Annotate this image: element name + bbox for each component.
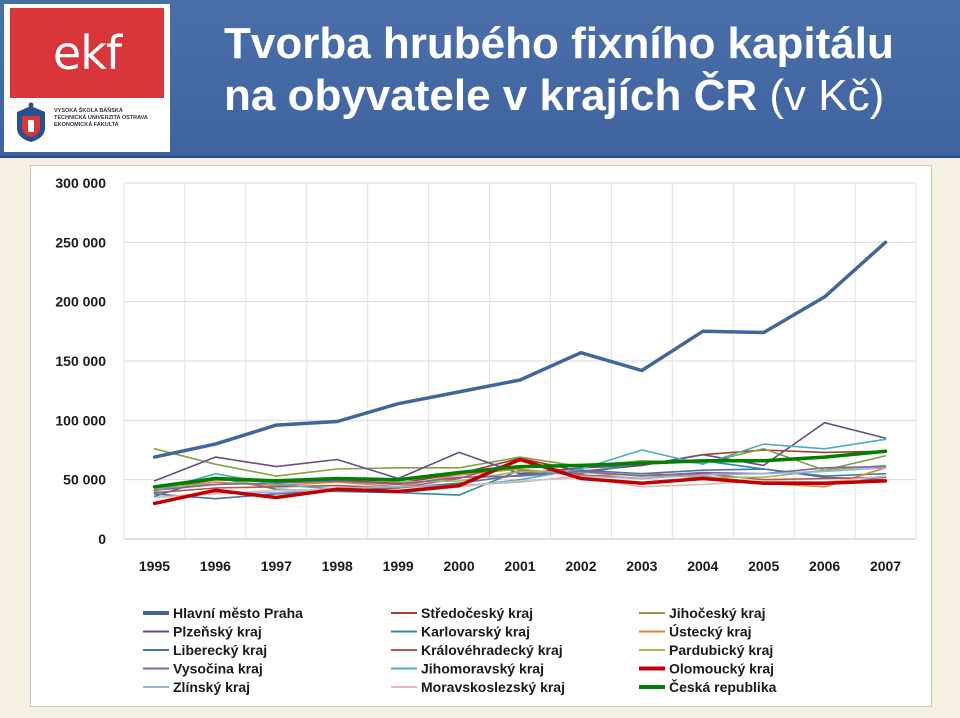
x-tick-label: 2005 bbox=[748, 558, 779, 574]
legend-label: Pardubický kraj bbox=[669, 642, 773, 658]
legend-label: Jihočeský kraj bbox=[669, 605, 766, 621]
legend-item: Ústecký kraj bbox=[639, 623, 752, 640]
legend-label: Česká republika bbox=[669, 678, 777, 695]
slide-header: ekf VYSOKÁ ŠKOLA BÁŇSKÁ TECHNICKÁ UNIVER… bbox=[0, 0, 960, 158]
y-tick-label: 100 000 bbox=[55, 412, 106, 428]
x-tick-label: 2000 bbox=[443, 558, 474, 574]
title-unit: (v Kč) bbox=[757, 71, 885, 120]
legend-label: Liberecký kraj bbox=[173, 642, 267, 658]
x-tick-label: 2001 bbox=[504, 558, 535, 574]
legend-item: Pardubický kraj bbox=[639, 642, 773, 658]
legend-label: Plzeňský kraj bbox=[173, 624, 262, 640]
legend-label: Jihomoravský kraj bbox=[421, 661, 544, 677]
legend-item: Hlavní město Praha bbox=[143, 605, 303, 621]
legend-label: Moravskoslezský kraj bbox=[421, 679, 565, 695]
legend-item: Středočeský kraj bbox=[391, 605, 533, 621]
title-line-2: na obyvatele v krajích ČR (v Kč) bbox=[224, 70, 944, 122]
logo-text-line: TECHNICKÁ UNIVERZITA OSTRAVA bbox=[54, 115, 148, 121]
slide-title: Tvorba hrubého fixního kapitálu na obyva… bbox=[224, 18, 944, 122]
logo-text-line: EKONOMICKÁ FAKULTA bbox=[54, 122, 119, 128]
legend-label: Vysočina kraj bbox=[173, 661, 263, 677]
chart-series bbox=[152, 240, 888, 506]
logo-mark-text: ekf bbox=[52, 26, 122, 80]
series-line bbox=[152, 449, 888, 489]
y-axis: 0 50 000 100 000 150 000 200 000 250 000 300 0… bbox=[55, 175, 106, 547]
legend-label: Královéhradecký kraj bbox=[421, 642, 563, 658]
logo-text-line: VYSOKÁ ŠKOLA BÁŇSKÁ bbox=[54, 108, 123, 114]
x-axis: 1995 1996 1997 1998 1999 2000 2001 2002 2003 2004… bbox=[139, 558, 901, 574]
x-tick-label: 1999 bbox=[383, 558, 414, 574]
legend-item: Plzeňský kraj bbox=[143, 624, 262, 640]
y-tick-label: 150 000 bbox=[55, 353, 106, 369]
legend-item: Olomoucký kraj bbox=[639, 661, 774, 677]
series-line bbox=[153, 466, 887, 499]
x-tick-label: 2007 bbox=[870, 558, 901, 574]
legend-item: Česká republika bbox=[639, 678, 777, 695]
logo-mark: ekf bbox=[10, 8, 164, 98]
x-tick-label: 2003 bbox=[626, 558, 657, 574]
title-line-1: Tvorba hrubého fixního kapitálu bbox=[224, 19, 894, 68]
series-line bbox=[153, 475, 887, 499]
x-tick-label: 1997 bbox=[261, 558, 292, 574]
x-tick-label: 1998 bbox=[322, 558, 353, 574]
legend-item: Královéhradecký kraj bbox=[391, 642, 563, 658]
x-tick-label: 2004 bbox=[687, 558, 718, 574]
y-tick-label: 200 000 bbox=[55, 294, 106, 310]
series-line bbox=[153, 438, 887, 494]
series-line bbox=[153, 421, 887, 482]
y-tick-label: 50 000 bbox=[63, 472, 106, 488]
legend-item: Moravskoslezský kraj bbox=[391, 679, 565, 695]
legend-label: Hlavní město Praha bbox=[173, 605, 303, 621]
series-line bbox=[152, 457, 888, 506]
chart-legend: Hlavní město Praha Středočeský kraj Jihoče… bbox=[143, 605, 777, 695]
series-line bbox=[153, 468, 887, 500]
title-line-2-text: na obyvatele v krajích ČR bbox=[224, 71, 758, 120]
legend-label: Olomoucký kraj bbox=[669, 661, 774, 677]
x-tick-label: 1996 bbox=[200, 558, 231, 574]
legend-item: Zlínský kraj bbox=[143, 679, 250, 695]
y-tick-label: 300 000 bbox=[55, 175, 106, 191]
x-tick-label: 2006 bbox=[809, 558, 840, 574]
legend-label: Zlínský kraj bbox=[173, 679, 250, 695]
x-tick-label: 1995 bbox=[139, 558, 170, 574]
legend-label: Ústecký kraj bbox=[669, 623, 752, 640]
legend-item: Jihomoravský kraj bbox=[391, 661, 544, 677]
y-tick-label: 0 bbox=[98, 531, 106, 547]
legend-item: Jihočeský kraj bbox=[639, 605, 766, 621]
series-line bbox=[152, 240, 888, 459]
legend-item: Vysočina kraj bbox=[143, 661, 263, 677]
line-chart: 0 50 000 100 000 150 000 200 000 250 000 300 0… bbox=[55, 175, 917, 695]
legend-item: Karlovarský kraj bbox=[391, 624, 530, 640]
university-emblem-icon bbox=[17, 102, 45, 142]
legend-item: Liberecký kraj bbox=[143, 642, 267, 658]
chart-panel: 0 50 000 100 000 150 000 200 000 250 000 300 0… bbox=[30, 165, 932, 707]
logo-text: VYSOKÁ ŠKOLA BÁŇSKÁ TECHNICKÁ UNIVERZITA… bbox=[54, 108, 166, 129]
y-tick-label: 250 000 bbox=[55, 234, 106, 250]
faculty-logo: ekf VYSOKÁ ŠKOLA BÁŇSKÁ TECHNICKÁ UNIVER… bbox=[4, 4, 170, 152]
legend-label: Středočeský kraj bbox=[421, 605, 533, 621]
legend-label: Karlovarský kraj bbox=[421, 624, 530, 640]
x-tick-label: 2002 bbox=[565, 558, 596, 574]
series-line bbox=[153, 447, 887, 477]
